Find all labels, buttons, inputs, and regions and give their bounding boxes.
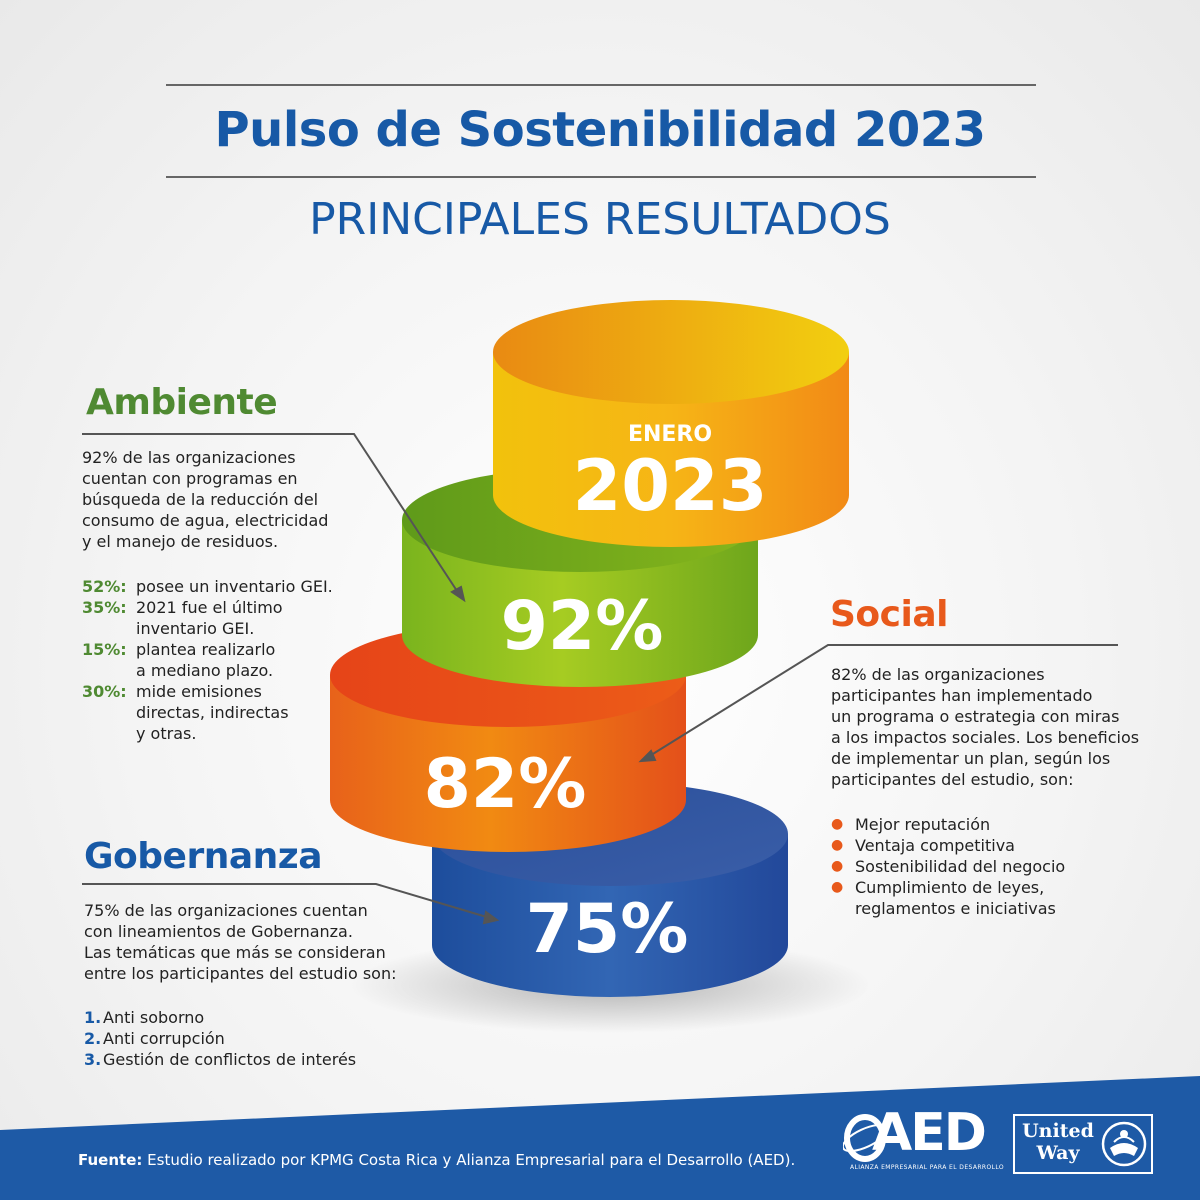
aed-logo-icon: [843, 1114, 889, 1162]
bullet-icon: ●: [831, 879, 844, 895]
gobernanza-title: Gobernanza: [84, 836, 323, 877]
bullet-icon: ●: [831, 837, 844, 853]
item-number: 2.: [84, 1029, 102, 1048]
item-text: Anti soborno: [103, 1008, 205, 1027]
cylinder-enero: [493, 300, 849, 547]
stat-text: plantea realizarlo a mediano plazo.: [136, 640, 276, 680]
gobernanza-item: 3. Gestión de conflictos de interés: [84, 1049, 414, 1070]
ambiente-stats: 52%: posee un inventario GEI. 35%: 2021 …: [82, 576, 362, 744]
united-way-hand-icon: [1101, 1121, 1147, 1167]
stat-percent: 15%:: [82, 640, 127, 659]
title-rule-top: [166, 84, 1036, 86]
aed-logo-text: AED: [872, 1103, 987, 1163]
footer-band: [0, 1076, 1200, 1200]
stat-percent: 52%:: [82, 577, 127, 596]
united-way-text: United Way: [1022, 1120, 1094, 1164]
bullet-text: Mejor reputación: [855, 815, 991, 834]
bullet-text: Ventaja competitiva: [855, 836, 1015, 855]
ambiente-title: Ambiente: [86, 382, 278, 423]
enero-year: 2023: [573, 445, 768, 527]
gobernanza-item: 1. Anti soborno: [84, 1007, 414, 1028]
page-title: Pulso de Sostenibilidad 2023: [214, 102, 986, 158]
social-value: 82%: [424, 745, 587, 824]
social-bullet: ● Mejor reputación: [831, 814, 1161, 835]
gobernanza-value: 75%: [526, 890, 689, 969]
social-connector: [638, 644, 1118, 763]
enero-label: ENERO: [628, 422, 712, 447]
ambiente-value: 92%: [501, 587, 664, 666]
bullet-icon: ●: [831, 858, 844, 874]
source-text: Estudio realizado por KPMG Costa Rica y …: [147, 1151, 796, 1169]
source-note: Fuente: Estudio realizado por KPMG Costa…: [78, 1151, 795, 1169]
bullet-text: Sostenibilidad del negocio: [855, 857, 1066, 876]
social-bullets: ● Mejor reputación ● Ventaja competitiva…: [831, 814, 1161, 919]
ambiente-connector: [82, 433, 466, 603]
stat-percent: 30%:: [82, 682, 127, 701]
source-label: Fuente:: [78, 1151, 143, 1169]
ambiente-intro: 92% de las organizaciones cuentan con pr…: [82, 448, 329, 551]
item-text: Gestión de conflictos de interés: [103, 1050, 357, 1069]
title-rule-bottom: [166, 176, 1036, 178]
item-number: 1.: [84, 1008, 102, 1027]
gobernanza-item: 2. Anti corrupción: [84, 1028, 414, 1049]
stat-text: posee un inventario GEI.: [136, 577, 333, 596]
gobernanza-list: 1. Anti soborno 2. Anti corrupción 3. Ge…: [84, 1007, 414, 1070]
ambiente-stat-row: 30%: mide emisiones directas, indirectas…: [82, 681, 362, 744]
ambiente-stat-row: 15%: plantea realizarlo a mediano plazo.: [82, 639, 362, 681]
social-bullet: ● Cumplimiento de leyes, reglamentos e i…: [831, 877, 1161, 919]
ambiente-stat-row: 35%: 2021 fue el último inventario GEI.: [82, 597, 362, 639]
aed-tagline: ALIANZA EMPRESARIAL PARA EL DESARROLLO: [849, 1164, 1004, 1171]
social-intro: 82% de las organizaciones participantes …: [831, 665, 1140, 789]
ambiente-stat-row: 52%: posee un inventario GEI.: [82, 576, 362, 597]
item-number: 3.: [84, 1050, 102, 1069]
united-way-logo: [1013, 1114, 1153, 1174]
stat-text: 2021 fue el último inventario GEI.: [136, 598, 283, 638]
item-text: Anti corrupción: [103, 1029, 225, 1048]
stat-percent: 35%:: [82, 598, 127, 617]
social-bullet: ● Sostenibilidad del negocio: [831, 856, 1161, 877]
page-subtitle: PRINCIPALES RESULTADOS: [309, 194, 891, 245]
stat-text: mide emisiones directas, indirectas y ot…: [136, 682, 289, 743]
bullet-text: Cumplimiento de leyes, reglamentos e ini…: [855, 878, 1056, 918]
social-title: Social: [830, 594, 948, 635]
gobernanza-connector: [82, 883, 500, 925]
social-bullet: ● Ventaja competitiva: [831, 835, 1161, 856]
bullet-icon: ●: [831, 816, 844, 832]
gobernanza-intro: 75% de las organizaciones cuentan con li…: [84, 901, 397, 983]
